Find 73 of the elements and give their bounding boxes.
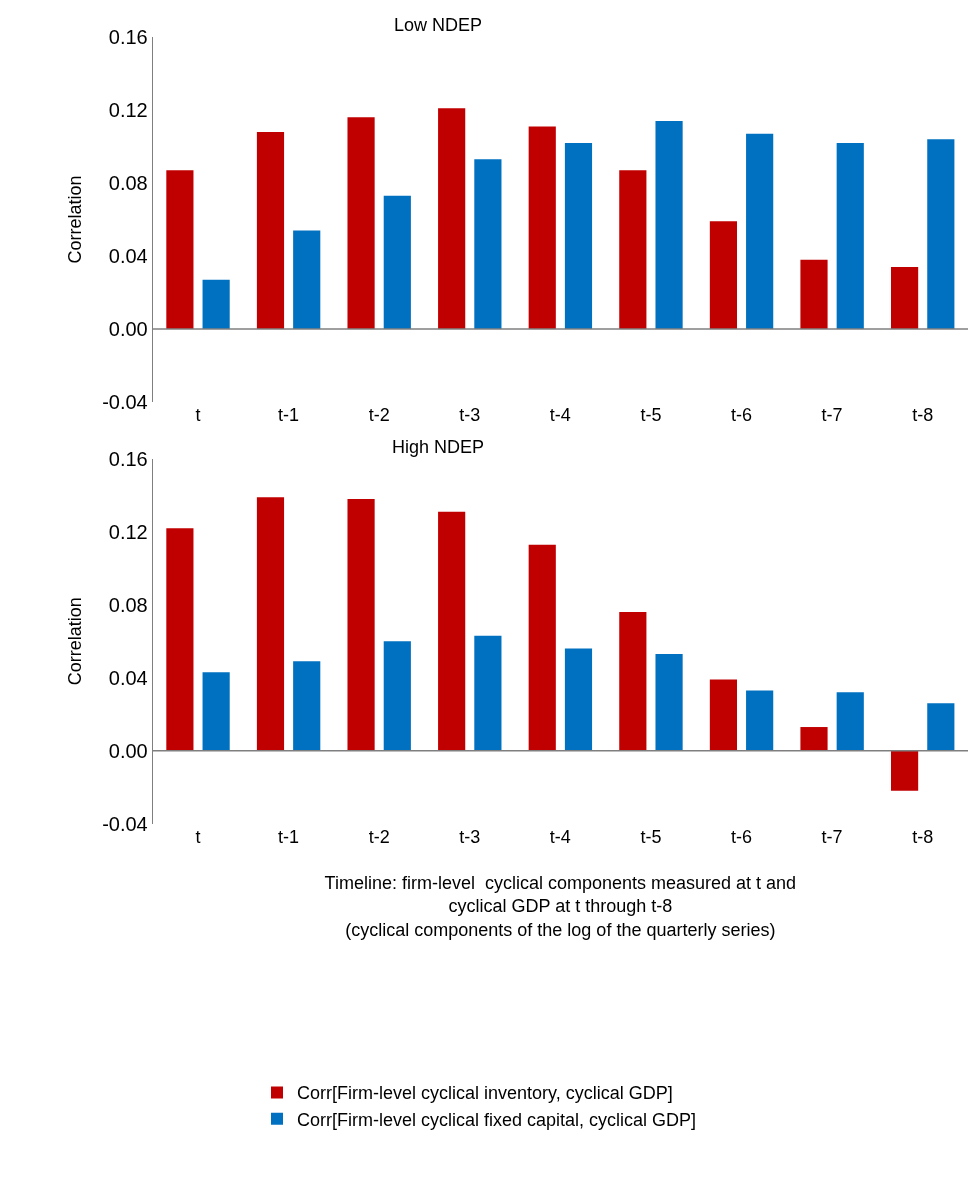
bar [383, 641, 411, 751]
bar [202, 672, 230, 751]
bar [927, 139, 955, 329]
x-tick-label: t-3 [459, 404, 481, 425]
y-tick-label: 0.12 [108, 520, 148, 543]
x-tick-label: t-8 [912, 404, 934, 425]
bar [347, 117, 375, 329]
bar [927, 703, 955, 751]
x-tick-label: t [195, 826, 201, 847]
bar [800, 727, 828, 751]
bar [746, 690, 774, 751]
x-tick-label: t-4 [549, 404, 571, 425]
y-tick-label: 0.04 [108, 666, 148, 689]
y-tick-label: 0.16 [108, 447, 148, 470]
bar [256, 497, 285, 751]
x-tick-label: t-2 [368, 826, 390, 847]
legend-label: Corr[Firm-level cyclical inventory, cyclical GDP] [297, 1083, 673, 1104]
y-tick-label: 0.00 [108, 739, 148, 762]
x-tick-label: t-5 [640, 826, 662, 847]
x-tick-label: t-2 [368, 404, 390, 425]
bar [709, 679, 737, 751]
bar [836, 692, 864, 751]
bar [619, 170, 647, 329]
y-axis-title: Correlation [65, 597, 86, 686]
bar [891, 750, 919, 791]
y-tick-label: 0.08 [108, 172, 148, 195]
x-tick-label: t-8 [912, 826, 934, 847]
bar [800, 259, 828, 329]
y-tick-label: 0.00 [108, 317, 148, 340]
x-tick-label: t-1 [278, 404, 300, 425]
bar [438, 511, 466, 751]
bar [891, 266, 919, 329]
bar [619, 612, 647, 751]
bar [383, 195, 411, 329]
x-tick-label: t-1 [278, 826, 300, 847]
bar [564, 648, 593, 751]
y-tick-label: -0.04 [102, 390, 148, 413]
chart-title: Low NDEP [394, 15, 483, 35]
bar [709, 221, 737, 329]
bar [474, 159, 502, 329]
bar [474, 635, 502, 751]
legend-label: Corr[Firm-level cyclical fixed capital, cyclical GDP] [297, 1109, 697, 1130]
bar [256, 131, 285, 329]
x-tick-label: t-5 [640, 404, 662, 425]
x-tick-label: t-7 [821, 826, 843, 847]
x-tick-label: t-4 [549, 826, 571, 847]
chart-title: High NDEP [392, 437, 485, 457]
y-tick-label: -0.04 [102, 812, 148, 835]
bar [746, 133, 774, 329]
bar [438, 108, 466, 329]
bar [347, 499, 375, 751]
bar [655, 654, 683, 751]
y-tick-label: 0.08 [108, 593, 148, 616]
y-axis-title: Correlation [65, 175, 86, 264]
x-tick-label: t-6 [731, 404, 753, 425]
y-tick-label: 0.16 [108, 26, 148, 49]
bar [836, 142, 864, 329]
bar [655, 121, 683, 329]
bar [528, 126, 556, 329]
bar [564, 142, 593, 329]
bar [293, 230, 321, 329]
x-axis-title: Timeline: firm-level cyclical components measured at t and cyclical GDP at t through t-8 (cyclical components of the log of the quarterly series) [324, 872, 797, 940]
y-tick-label: 0.04 [108, 244, 148, 267]
bar [202, 279, 230, 329]
bar [528, 544, 556, 751]
bar [166, 528, 194, 751]
x-tick-label: t-6 [731, 826, 753, 847]
x-tick-label: t [195, 404, 201, 425]
bar [293, 661, 321, 751]
y-tick-label: 0.12 [108, 99, 148, 122]
x-tick-label: t-7 [821, 404, 843, 425]
x-tick-label: t-3 [459, 826, 481, 847]
bar [166, 170, 194, 329]
